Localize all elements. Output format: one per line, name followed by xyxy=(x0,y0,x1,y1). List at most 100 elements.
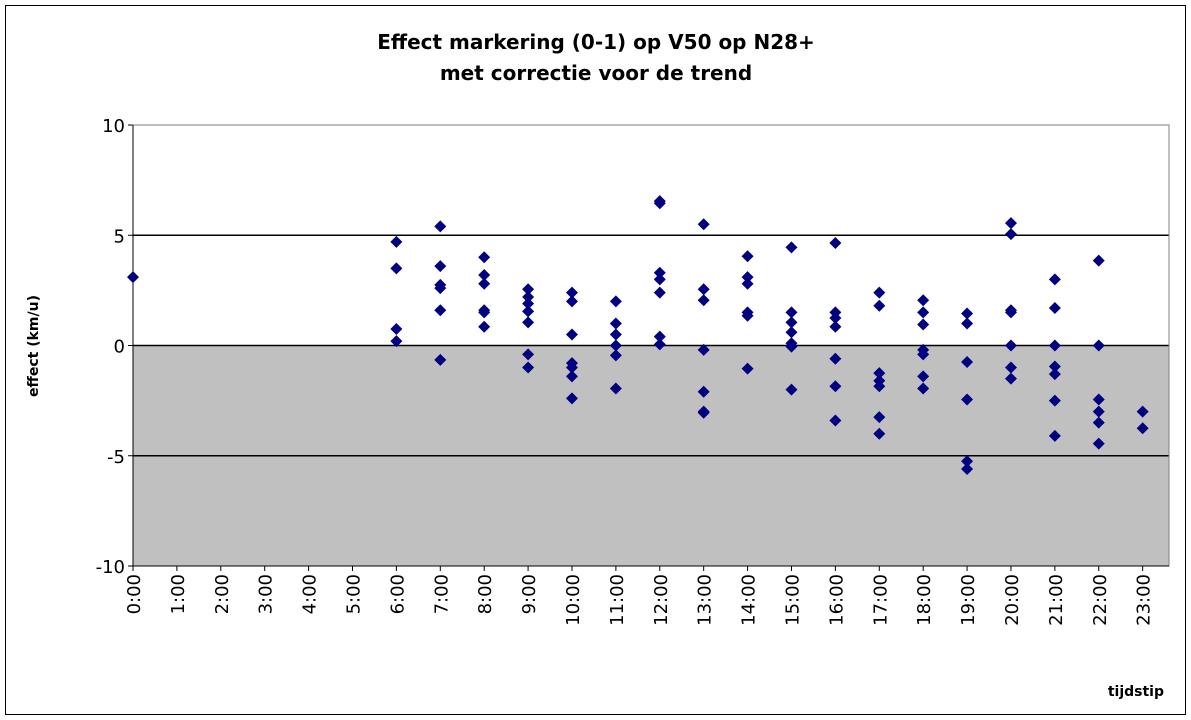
data-point xyxy=(917,382,930,395)
data-point xyxy=(390,335,403,348)
data-point xyxy=(653,338,666,351)
data-point xyxy=(565,361,578,374)
data-point xyxy=(522,348,535,361)
data-point xyxy=(522,283,535,296)
data-point xyxy=(522,361,535,374)
data-point xyxy=(829,414,842,427)
x-tick-label: 10:00 xyxy=(563,574,584,626)
data-point xyxy=(478,251,491,264)
x-tick-label: 23:00 xyxy=(1134,574,1155,626)
data-point xyxy=(1004,372,1017,385)
data-point xyxy=(478,268,491,281)
data-point xyxy=(741,271,754,284)
data-point xyxy=(565,328,578,341)
data-point xyxy=(609,328,622,341)
data-point xyxy=(785,316,798,329)
data-point xyxy=(829,311,842,324)
x-tick-label: 11:00 xyxy=(607,574,628,626)
y-axis-title: effect (km/u) xyxy=(26,295,42,397)
data-point xyxy=(127,271,139,284)
data-point xyxy=(653,197,666,210)
y-tick-label: 10 xyxy=(102,116,125,137)
data-point xyxy=(961,455,974,468)
data-point xyxy=(390,262,403,275)
y-tick-label: -10 xyxy=(96,557,125,578)
x-tick-label: 13:00 xyxy=(695,574,716,626)
data-point xyxy=(697,283,710,296)
data-point xyxy=(961,462,974,475)
data-point xyxy=(785,241,798,254)
data-point xyxy=(522,316,535,329)
data-point xyxy=(785,340,798,353)
data-point xyxy=(565,392,578,405)
data-point xyxy=(434,260,447,273)
data-point xyxy=(917,294,930,307)
x-tick-label: 0:00 xyxy=(124,574,145,614)
data-point xyxy=(1136,405,1149,418)
x-tick-label: 15:00 xyxy=(782,574,803,626)
data-point xyxy=(1004,217,1017,230)
data-point xyxy=(741,277,754,290)
data-point xyxy=(1004,306,1017,319)
data-point xyxy=(434,220,447,233)
data-point xyxy=(1136,422,1149,435)
x-tick-label: 16:00 xyxy=(826,574,847,626)
data-point xyxy=(873,380,886,393)
data-point xyxy=(697,406,710,419)
data-point xyxy=(1092,405,1105,418)
data-point xyxy=(1092,437,1105,450)
data-point xyxy=(961,317,974,330)
data-point xyxy=(1048,394,1061,407)
data-point xyxy=(653,273,666,286)
x-tick-label: 7:00 xyxy=(431,574,452,614)
y-tick-label: -5 xyxy=(107,447,125,468)
data-point xyxy=(917,348,930,361)
data-point xyxy=(785,383,798,396)
data-point xyxy=(785,306,798,319)
data-point xyxy=(1004,228,1017,241)
data-point xyxy=(1048,429,1061,442)
data-point xyxy=(697,218,710,231)
data-point xyxy=(741,250,754,263)
data-point xyxy=(829,352,842,365)
x-tick-label: 18:00 xyxy=(914,574,935,626)
data-point xyxy=(829,380,842,393)
data-point xyxy=(697,343,710,356)
data-point xyxy=(522,290,535,303)
data-point xyxy=(609,295,622,308)
data-point xyxy=(522,297,535,310)
data-point xyxy=(873,427,886,440)
data-point xyxy=(873,367,886,380)
data-point xyxy=(741,362,754,375)
data-point xyxy=(609,382,622,395)
data-point xyxy=(1092,393,1105,406)
x-tick-label: 17:00 xyxy=(870,574,891,626)
data-point xyxy=(873,286,886,299)
data-point xyxy=(917,306,930,319)
x-tick-label: 9:00 xyxy=(519,574,540,614)
data-point xyxy=(565,295,578,308)
data-point xyxy=(741,309,754,322)
chart-subtitle: met correctie voor de trend xyxy=(440,61,752,85)
data-point xyxy=(1048,273,1061,286)
x-tick-label: 21:00 xyxy=(1046,574,1067,626)
data-point xyxy=(522,305,535,318)
data-point xyxy=(653,330,666,343)
x-tick-label: 12:00 xyxy=(651,574,672,626)
data-point xyxy=(478,320,491,333)
x-tick-label: 6:00 xyxy=(387,574,408,614)
data-point xyxy=(653,286,666,299)
data-point xyxy=(565,370,578,383)
x-tick-label: 1:00 xyxy=(168,574,189,614)
data-point xyxy=(697,294,710,307)
data-point xyxy=(873,411,886,424)
data-point xyxy=(434,353,447,366)
data-point xyxy=(829,320,842,333)
data-point xyxy=(1048,339,1061,352)
data-point xyxy=(961,393,974,406)
data-point xyxy=(653,266,666,279)
data-point xyxy=(1092,416,1105,429)
x-tick-label: 8:00 xyxy=(475,574,496,614)
